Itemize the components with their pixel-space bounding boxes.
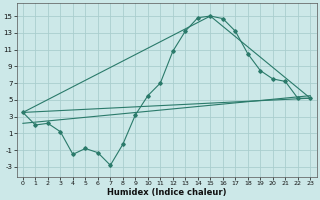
X-axis label: Humidex (Indice chaleur): Humidex (Indice chaleur)	[107, 188, 226, 197]
